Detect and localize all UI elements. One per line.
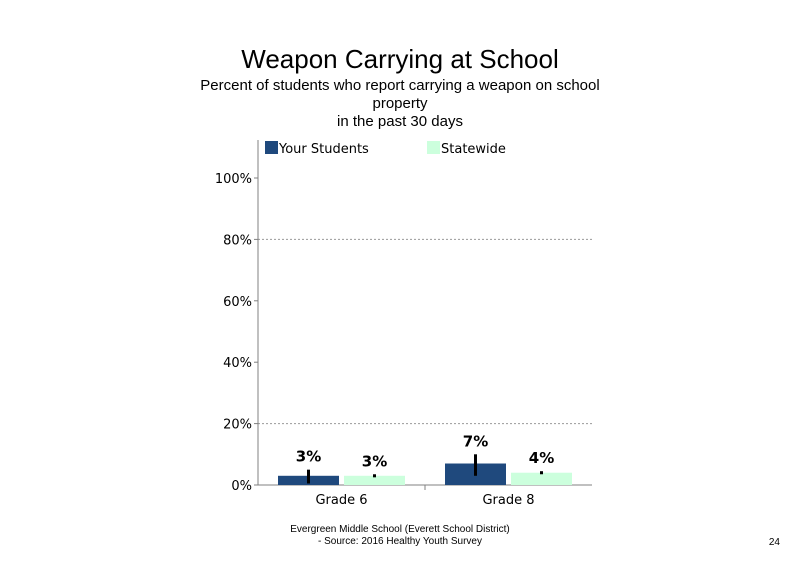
data-label: 3% <box>296 448 321 466</box>
y-tick-label: 100% <box>215 172 252 187</box>
y-tick-label: 80% <box>223 233 252 248</box>
subtitle-line-1: Percent of students who report carrying … <box>200 77 600 94</box>
bar <box>511 472 572 485</box>
footer-school: Evergreen Middle School (Everett School … <box>290 524 510 535</box>
data-label: 3% <box>362 452 387 470</box>
chart-subtitle: Percent of students who report carrying … <box>170 77 630 131</box>
x-category-label: Grade 6 <box>315 493 367 508</box>
gridlines <box>258 238 592 425</box>
page-number: 24 <box>768 537 780 548</box>
y-tick-label: 40% <box>223 356 252 371</box>
y-tick-label: 0% <box>231 479 252 494</box>
chart-title: Weapon Carrying at School <box>241 44 559 74</box>
legend-label: Your Students <box>278 142 369 157</box>
bar <box>344 475 405 485</box>
subtitle-line-3: in the past 30 days <box>337 113 463 130</box>
legend-swatch <box>265 141 278 154</box>
data-label: 4% <box>529 449 554 467</box>
error-bars <box>307 454 543 484</box>
source-footer: Evergreen Middle School (Everett School … <box>250 524 550 548</box>
data-label: 7% <box>463 432 488 450</box>
y-tick-label: 60% <box>223 295 252 310</box>
subtitle-line-2: property <box>372 95 428 112</box>
y-tick-label: 20% <box>223 418 252 433</box>
data-labels: 3% 3% 7% 4% <box>296 432 554 470</box>
x-category-label: Grade 8 <box>482 493 534 508</box>
legend-swatch <box>427 141 440 154</box>
legend-label: Statewide <box>441 142 506 157</box>
legend: Your Students Statewide <box>265 141 506 157</box>
footer-source: - Source: 2016 Healthy Youth Survey <box>318 536 482 547</box>
axes: 0% 20% 40% 60% 80% 100% Grade 6 Grade 8 <box>215 140 592 508</box>
